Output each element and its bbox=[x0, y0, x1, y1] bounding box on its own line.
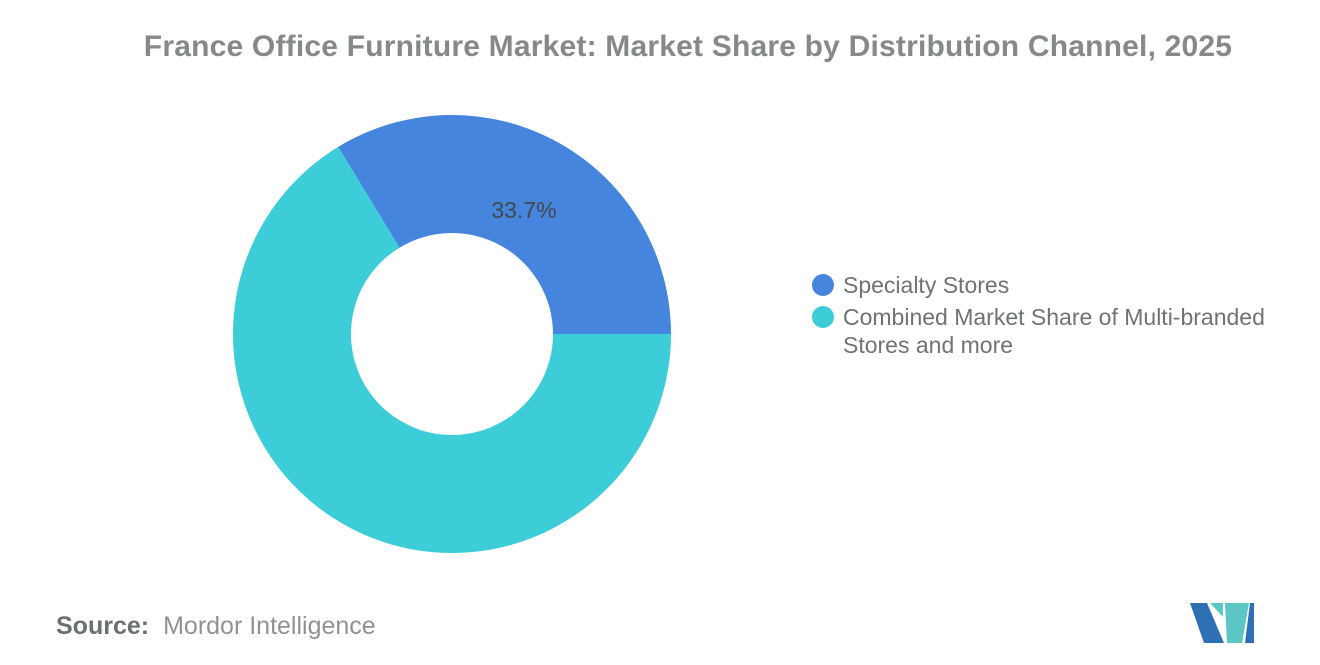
legend-swatch-icon bbox=[812, 274, 834, 296]
legend-item-specialty-stores[interactable]: Specialty Stores bbox=[812, 271, 1272, 299]
legend-item-label: Specialty Stores bbox=[843, 272, 1010, 298]
legend-swatch-icon bbox=[812, 306, 834, 328]
slice-data-label: 33.7% bbox=[491, 197, 556, 223]
source-value: Mordor Intelligence bbox=[163, 612, 376, 640]
donut-slice-combined-multibranded[interactable] bbox=[233, 146, 671, 554]
legend: Specialty Stores Combined Market Share o… bbox=[812, 271, 1272, 363]
logo-left-stroke bbox=[1190, 603, 1224, 643]
source-label: Source: bbox=[56, 612, 150, 640]
page-title: France Office Furniture Market: Market S… bbox=[143, 30, 1233, 63]
legend-item-label: Combined Market Share of Multi-branded S… bbox=[843, 304, 1265, 358]
donut-chart: 33.7% bbox=[233, 115, 671, 554]
logo-middle-wedge bbox=[1210, 603, 1223, 617]
source-note: Source: Mordor Intelligence bbox=[56, 612, 376, 641]
mordor-intelligence-logo bbox=[1190, 603, 1254, 643]
logo-right-stroke bbox=[1245, 603, 1254, 643]
donut-slice-specialty-stores[interactable] bbox=[338, 115, 671, 335]
logo-right-body bbox=[1225, 603, 1249, 643]
legend-item-combined-multibranded[interactable]: Combined Market Share of Multi-branded S… bbox=[812, 303, 1272, 359]
